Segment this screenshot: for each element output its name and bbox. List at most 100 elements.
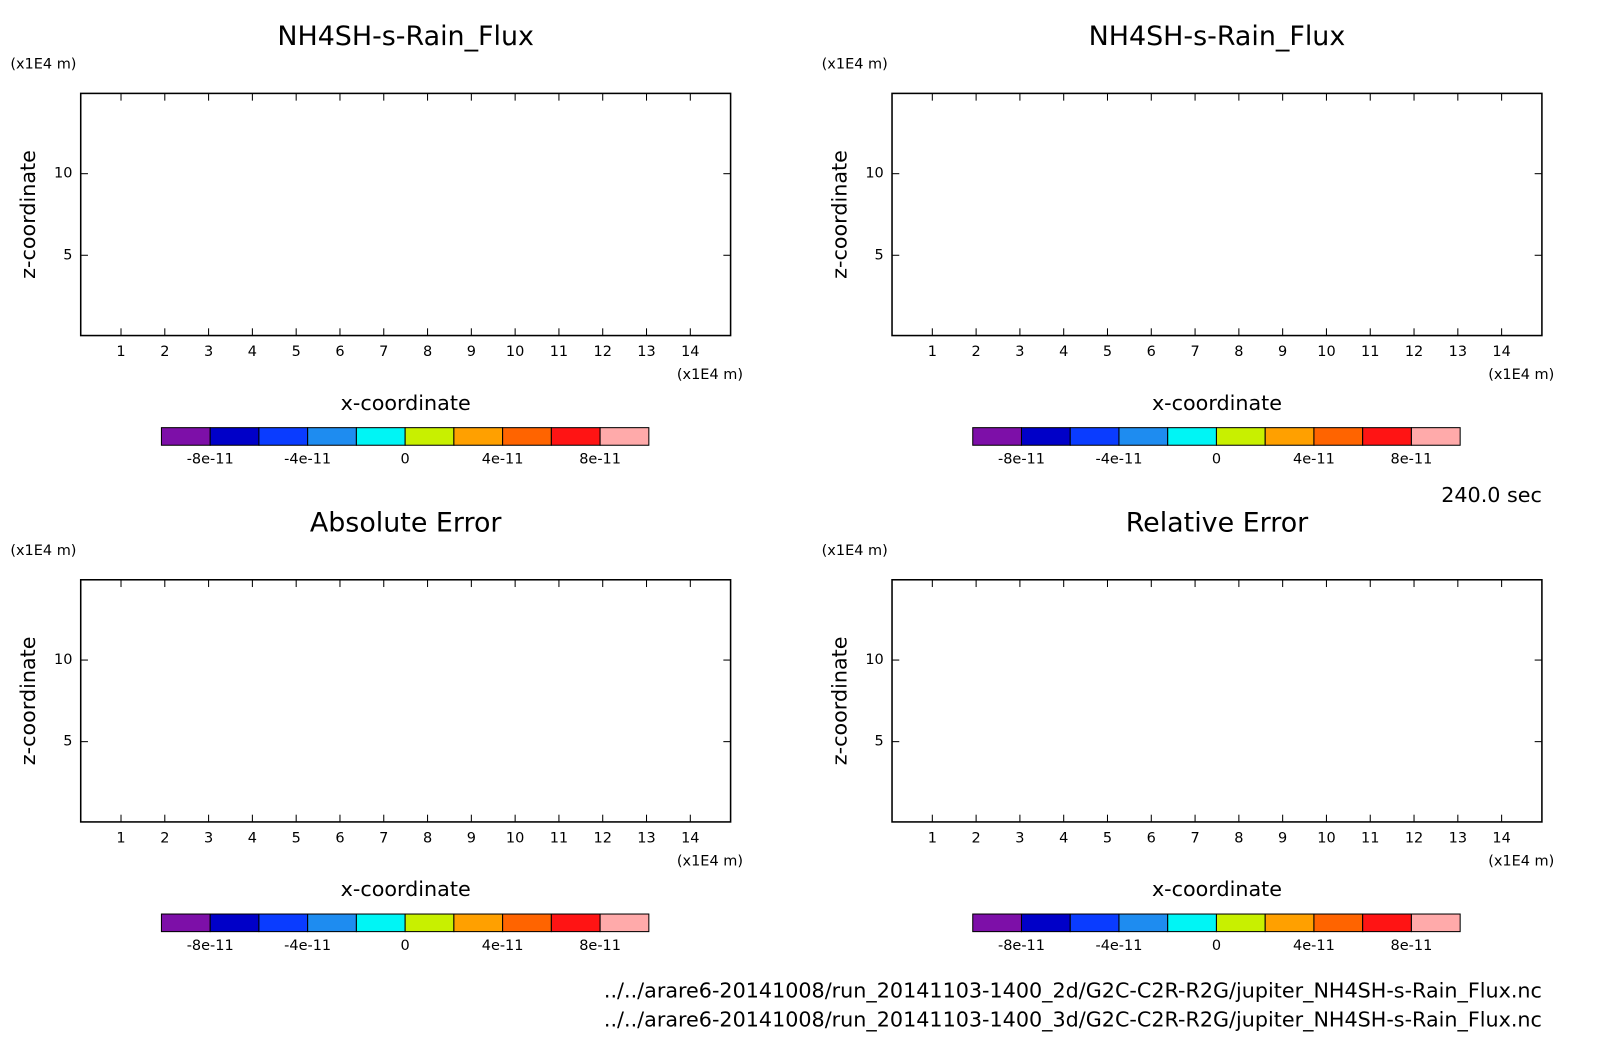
colorbar-cell	[599, 913, 650, 933]
x-tick-label: 2	[972, 344, 981, 360]
x-tick-label: 11	[1361, 830, 1379, 846]
y-tick-label: 5	[875, 734, 884, 750]
y-tick-label: 10	[865, 166, 883, 182]
colorbar-tick-label: 4e-11	[1293, 452, 1335, 468]
colorbar-tick-label: -4e-11	[1095, 938, 1142, 954]
x-tick-label: 2	[972, 830, 981, 846]
x-tick-label: 3	[204, 344, 213, 360]
x-axis-label: x-coordinate	[341, 877, 471, 901]
x-tick-label: 13	[1449, 344, 1467, 360]
x-tick-label: 13	[1449, 830, 1467, 846]
colorbar-tick-label: 0	[401, 452, 410, 468]
colorbar-cell	[209, 913, 260, 933]
x-tick-label: 12	[594, 344, 612, 360]
colorbar-cell	[355, 913, 406, 933]
x-unit: (x1E4 m)	[1488, 853, 1554, 869]
x-unit: (x1E4 m)	[677, 367, 743, 383]
x-tick-label: 14	[681, 344, 699, 360]
x-axis-label: x-coordinate	[1152, 877, 1282, 901]
colorbar-cell	[502, 427, 552, 446]
colorbar-cell	[258, 913, 309, 933]
x-tick-label: 14	[1492, 344, 1510, 360]
x-tick-label: 8	[423, 344, 432, 360]
y-tick-label: 10	[54, 166, 72, 182]
colorbar-tick-label: -4e-11	[284, 938, 331, 954]
x-unit: (x1E4 m)	[677, 853, 743, 869]
x-tick-label: 7	[1190, 344, 1199, 360]
x-tick-label: 6	[1147, 344, 1156, 360]
x-tick-label: 1	[928, 830, 937, 846]
colorbar-cell	[1410, 427, 1461, 446]
colorbar-cell	[404, 427, 455, 446]
colorbar-cell	[1167, 427, 1217, 446]
colorbar-cell	[1069, 427, 1120, 446]
x-tick-label: 10	[506, 830, 524, 846]
colorbar-cell	[160, 427, 211, 446]
x-tick-label: 12	[594, 830, 612, 846]
y-axis-label: z-coordinate	[827, 637, 851, 766]
colorbar-cell	[453, 427, 504, 446]
plot-frame	[891, 92, 1543, 337]
y-axis-label: z-coordinate	[16, 150, 40, 279]
y-unit: (x1E4 m)	[10, 56, 76, 72]
plot-frame	[79, 579, 732, 823]
colorbar-tick-label: 8e-11	[579, 452, 621, 468]
x-tick-label: 6	[335, 830, 344, 846]
chart-title: Absolute Error	[310, 507, 503, 538]
colorbar-cell	[1069, 913, 1120, 933]
x-tick-label: 4	[1059, 344, 1068, 360]
x-tick-label: 12	[1405, 830, 1423, 846]
x-tick-label: 9	[467, 344, 476, 360]
y-tick-label: 10	[865, 652, 883, 668]
x-tick-label: 9	[467, 830, 476, 846]
plot-frame	[891, 579, 1543, 823]
colorbar-cell	[599, 427, 650, 446]
colorbar-cell	[1362, 427, 1412, 446]
colorbar-cell	[1313, 427, 1364, 446]
colorbar-cell	[1410, 913, 1461, 933]
x-tick-label: 10	[506, 344, 524, 360]
y-axis-label: z-coordinate	[827, 150, 851, 279]
colorbar-cell	[1215, 427, 1266, 446]
x-tick-label: 6	[335, 344, 344, 360]
x-tick-label: 13	[637, 830, 655, 846]
colorbar-tick-label: 4e-11	[482, 452, 524, 468]
colorbar-tick-label: -8e-11	[998, 452, 1045, 468]
colorbar-cell	[550, 913, 601, 933]
colorbar-cell	[1264, 427, 1315, 446]
colorbar-cell	[1313, 913, 1364, 933]
colorbar-cell	[209, 427, 260, 446]
x-tick-label: 5	[292, 344, 301, 360]
x-tick-label: 3	[1015, 344, 1024, 360]
colorbar-cell	[307, 427, 357, 446]
colorbar-tick-label: -8e-11	[187, 452, 234, 468]
y-tick-label: 5	[875, 247, 884, 263]
colorbar-cell	[972, 913, 1023, 933]
colorbar-cell	[453, 913, 504, 933]
x-tick-label: 5	[292, 830, 301, 846]
x-tick-label: 4	[248, 344, 257, 360]
plot-frame	[79, 92, 732, 337]
colorbar-tick-label: 0	[401, 938, 410, 954]
colorbar-tick-label: 4e-11	[482, 938, 524, 954]
x-tick-label: 11	[1361, 344, 1379, 360]
colorbar-tick-label: 8e-11	[579, 938, 621, 954]
x-tick-label: 4	[248, 830, 257, 846]
y-unit: (x1E4 m)	[822, 56, 888, 72]
colorbar-tick-label: 4e-11	[1293, 938, 1335, 954]
x-tick-label: 10	[1317, 830, 1335, 846]
x-tick-label: 3	[204, 830, 213, 846]
x-tick-label: 7	[379, 830, 388, 846]
time-label: 240.0 sec	[1441, 483, 1542, 507]
x-unit: (x1E4 m)	[1488, 367, 1554, 383]
x-tick-label: 5	[1103, 830, 1112, 846]
colorbar-tick-label: 8e-11	[1391, 452, 1433, 468]
colorbar-cell	[1167, 913, 1217, 933]
chart-title: Relative Error	[1126, 507, 1309, 538]
colorbar-cell	[1362, 913, 1412, 933]
file-path: ../../arare6-20141008/run_20141103-1400_…	[604, 979, 1542, 1004]
colorbar-cell	[550, 427, 601, 446]
y-unit: (x1E4 m)	[822, 543, 888, 559]
chart-title: NH4SH-s-Rain_Flux	[1089, 21, 1346, 52]
